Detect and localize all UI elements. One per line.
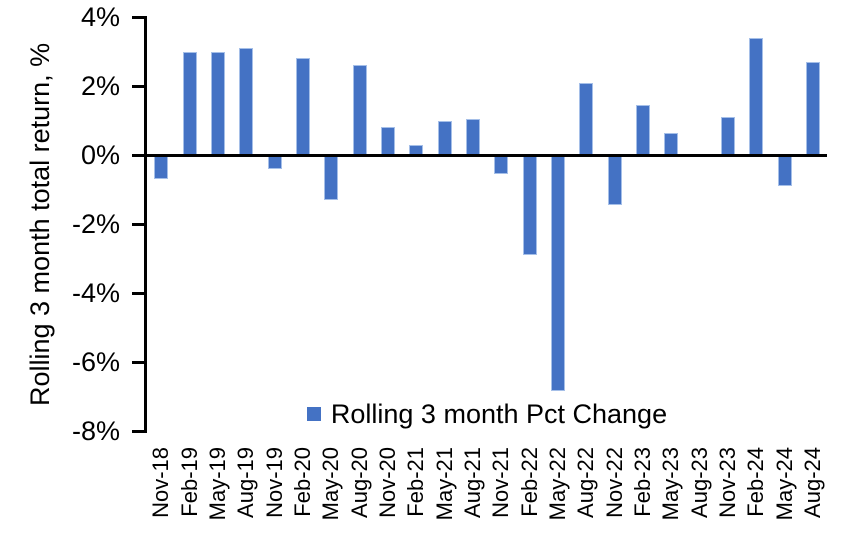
x-tick-label-may-19: May-19 <box>204 447 230 521</box>
x-tick-label-aug-24: Aug-24 <box>799 447 825 518</box>
x-tick-label-nov-18: Nov-18 <box>148 447 174 518</box>
bar-may-22 <box>550 155 565 392</box>
y-tick-label: -2% <box>71 209 120 239</box>
bar-nov-20 <box>380 127 395 155</box>
y-tick-label: 0% <box>80 140 120 170</box>
x-tick-label-nov-19: Nov-19 <box>261 447 287 518</box>
x-tick-label-may-23: May-23 <box>658 447 684 521</box>
zero-baseline <box>144 153 827 157</box>
bar-feb-20 <box>295 58 310 155</box>
legend-label: Rolling 3 month Pct Change <box>330 399 668 429</box>
y-tick-mark <box>132 429 145 433</box>
y-tick-label: 4% <box>80 2 120 32</box>
x-tick-label-may-21: May-21 <box>431 447 457 521</box>
y-tick-mark <box>132 15 145 19</box>
x-tick-label-nov-20: Nov-20 <box>374 447 400 518</box>
y-tick-label: -4% <box>71 278 120 308</box>
bar-nov-18 <box>154 155 169 180</box>
bar-nov-23 <box>720 117 735 155</box>
legend-swatch <box>306 407 321 421</box>
x-tick-label-feb-24: Feb-24 <box>743 447 769 517</box>
bar-feb-19 <box>182 51 197 155</box>
x-tick-label-nov-21: Nov-21 <box>488 447 514 518</box>
x-tick-label-nov-23: Nov-23 <box>714 447 740 518</box>
bar-nov-22 <box>607 155 622 206</box>
legend: Rolling 3 month Pct Change <box>147 400 827 428</box>
bar-may-20 <box>324 155 339 200</box>
bar-aug-22 <box>579 82 594 155</box>
bar-feb-22 <box>522 155 537 256</box>
y-tick-mark <box>132 360 145 364</box>
bar-feb-23 <box>635 104 650 155</box>
x-tick-label-feb-21: Feb-21 <box>403 447 429 517</box>
bar-nov-19 <box>267 155 282 169</box>
x-tick-label-aug-22: Aug-22 <box>573 447 599 518</box>
y-tick-label: -8% <box>71 416 120 446</box>
bar-aug-19 <box>239 48 254 155</box>
x-tick-label-may-20: May-20 <box>318 447 344 521</box>
x-tick-label-aug-21: Aug-21 <box>459 447 485 518</box>
x-tick-label-feb-19: Feb-19 <box>176 447 202 517</box>
bar-feb-24 <box>749 37 764 155</box>
bar-nov-21 <box>494 155 509 174</box>
x-tick-label-aug-20: Aug-20 <box>346 447 372 518</box>
x-tick-label-aug-19: Aug-19 <box>233 447 259 518</box>
bar-may-24 <box>777 155 792 187</box>
bar-may-23 <box>664 132 679 155</box>
bar-aug-20 <box>352 65 367 155</box>
x-tick-label-feb-20: Feb-20 <box>289 447 315 517</box>
x-tick-label-may-24: May-24 <box>771 447 797 521</box>
y-tick-label: -6% <box>71 347 120 377</box>
x-tick-label-feb-23: Feb-23 <box>629 447 655 517</box>
y-tick-mark <box>132 153 145 157</box>
bar-aug-21 <box>465 118 480 155</box>
y-axis-line <box>144 16 147 433</box>
y-tick-mark <box>132 84 145 88</box>
bar-aug-24 <box>805 61 820 155</box>
bar-may-21 <box>437 120 452 155</box>
y-tick-label: 2% <box>80 71 120 101</box>
y-tick-mark <box>132 291 145 295</box>
bar-may-19 <box>210 51 225 155</box>
y-tick-mark <box>132 222 145 226</box>
x-tick-label-may-22: May-22 <box>544 447 570 521</box>
x-tick-label-nov-22: Nov-22 <box>601 447 627 518</box>
x-tick-label-feb-22: Feb-22 <box>516 447 542 517</box>
x-tick-label-aug-23: Aug-23 <box>686 447 712 518</box>
